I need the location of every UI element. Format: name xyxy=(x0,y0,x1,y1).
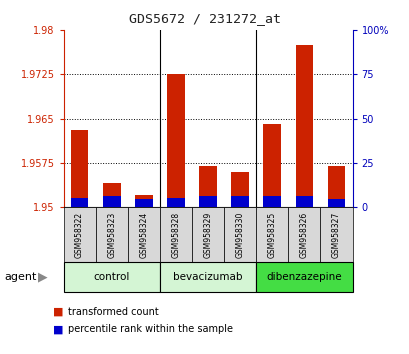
Bar xyxy=(103,196,120,207)
Bar xyxy=(135,199,152,207)
Text: ■: ■ xyxy=(53,307,64,316)
Text: control: control xyxy=(93,272,130,282)
Bar xyxy=(103,183,120,207)
Bar xyxy=(199,166,216,207)
Bar xyxy=(71,130,88,207)
Bar xyxy=(327,199,344,207)
Bar xyxy=(135,195,152,207)
Text: GSM958325: GSM958325 xyxy=(267,211,276,258)
Text: GSM958322: GSM958322 xyxy=(75,211,84,258)
Bar xyxy=(71,198,88,207)
Bar xyxy=(295,196,312,207)
Bar xyxy=(199,196,216,207)
Bar xyxy=(263,196,281,207)
Text: ■: ■ xyxy=(53,324,64,334)
Text: GSM958328: GSM958328 xyxy=(171,211,180,258)
Text: dibenzazepine: dibenzazepine xyxy=(266,272,342,282)
Text: ▶: ▶ xyxy=(38,270,47,284)
Bar xyxy=(231,196,248,207)
Text: GSM958330: GSM958330 xyxy=(235,211,244,258)
Bar xyxy=(263,125,281,207)
Text: transformed count: transformed count xyxy=(67,307,158,316)
Text: percentile rank within the sample: percentile rank within the sample xyxy=(67,324,232,334)
Bar xyxy=(327,166,344,207)
Bar xyxy=(295,45,312,207)
Text: GSM958329: GSM958329 xyxy=(203,211,212,258)
Text: bevacizumab: bevacizumab xyxy=(173,272,242,282)
Text: GSM958326: GSM958326 xyxy=(299,211,308,258)
Text: GSM958324: GSM958324 xyxy=(139,211,148,258)
Text: GDS5672 / 231272_at: GDS5672 / 231272_at xyxy=(129,12,280,25)
Bar xyxy=(167,74,184,207)
Bar xyxy=(231,172,248,207)
Text: GSM958327: GSM958327 xyxy=(331,211,340,258)
Text: GSM958323: GSM958323 xyxy=(107,211,116,258)
Bar xyxy=(167,198,184,207)
Text: agent: agent xyxy=(4,272,36,282)
